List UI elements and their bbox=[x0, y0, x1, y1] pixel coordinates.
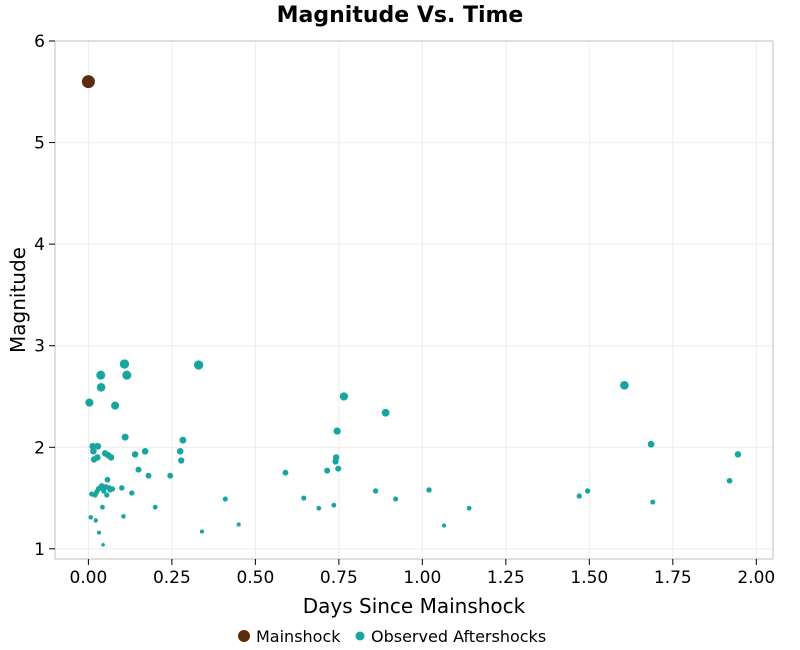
aftershock-point bbox=[426, 487, 432, 493]
aftershock-point bbox=[282, 469, 289, 476]
y-tick-label: 3 bbox=[34, 337, 45, 357]
aftershock-point bbox=[576, 493, 582, 499]
aftershock-point bbox=[199, 529, 204, 534]
aftershock-point bbox=[101, 488, 107, 494]
y-tick-label: 1 bbox=[34, 540, 45, 560]
data-points bbox=[81, 75, 742, 547]
aftershock-point bbox=[119, 359, 130, 369]
aftershock-point bbox=[647, 440, 655, 448]
aftershock-point bbox=[236, 522, 241, 527]
aftershock-point bbox=[339, 392, 349, 401]
aftershock-point bbox=[393, 496, 399, 502]
aftershock-point bbox=[129, 490, 135, 496]
legend: Mainshock Observed Aftershocks bbox=[238, 627, 546, 646]
aftershock-point bbox=[121, 433, 129, 441]
aftershock-point bbox=[145, 472, 152, 479]
y-tick-label: 6 bbox=[34, 32, 45, 52]
aftershock-point bbox=[141, 448, 149, 455]
aftershock-point bbox=[101, 542, 105, 547]
x-tick-label: 0.00 bbox=[69, 568, 107, 588]
aftershock-point bbox=[726, 477, 733, 484]
aftershock-point bbox=[734, 451, 742, 458]
y-axis: 1 2 3 4 5 6 bbox=[34, 32, 55, 560]
aftershock-point bbox=[121, 514, 126, 519]
x-tick-label: 1.75 bbox=[654, 568, 692, 588]
aftershock-point bbox=[331, 502, 337, 508]
x-tick-label: 0.25 bbox=[153, 568, 191, 588]
aftershock-point bbox=[333, 427, 341, 435]
aftershock-point bbox=[94, 442, 102, 450]
aftershock-point bbox=[620, 380, 629, 390]
aftershock-point bbox=[93, 518, 98, 523]
x-tick-label: 2.00 bbox=[737, 568, 775, 588]
x-tick-label: 1.00 bbox=[403, 568, 441, 588]
x-tick-label: 0.50 bbox=[236, 568, 274, 588]
y-axis-label: Magnitude bbox=[6, 247, 30, 353]
aftershock-point bbox=[466, 505, 472, 511]
x-axis-label: Days Since Mainshock bbox=[303, 594, 526, 618]
aftershock-point bbox=[96, 370, 106, 380]
grid-lines bbox=[55, 40, 773, 559]
legend-marker-aftershocks bbox=[355, 631, 365, 641]
x-axis: 0.00 0.25 0.50 0.75 1.00 1.25 1.50 1.75 2.00 bbox=[69, 559, 775, 588]
y-tick-label: 2 bbox=[34, 438, 45, 458]
aftershock-point bbox=[131, 451, 139, 458]
aftershock-point bbox=[89, 442, 97, 450]
legend-label-mainshock: Mainshock bbox=[256, 627, 341, 646]
aftershock-point bbox=[335, 465, 342, 472]
plot-area bbox=[55, 41, 773, 559]
x-tick-label: 0.75 bbox=[320, 568, 358, 588]
aftershock-point bbox=[179, 436, 187, 444]
aftershock-point bbox=[119, 485, 125, 491]
aftershock-point bbox=[222, 496, 228, 502]
aftershock-point bbox=[167, 472, 174, 479]
aftershock-point bbox=[324, 467, 331, 474]
mainshock-point bbox=[81, 75, 95, 89]
y-tick-label: 5 bbox=[34, 134, 45, 154]
aftershock-point bbox=[100, 504, 105, 510]
aftershock-point bbox=[109, 486, 116, 492]
aftershock-point bbox=[441, 523, 447, 528]
aftershock-point bbox=[316, 505, 322, 511]
legend-label-aftershocks: Observed Aftershocks bbox=[371, 627, 546, 646]
aftershock-point bbox=[372, 488, 379, 494]
plot-frame bbox=[54, 40, 774, 560]
aftershock-point bbox=[135, 466, 142, 473]
aftershock-point bbox=[94, 454, 101, 461]
aftershock-point bbox=[96, 383, 106, 392]
aftershock-point bbox=[178, 457, 185, 464]
aftershock-point bbox=[104, 492, 110, 498]
y-tick-label: 4 bbox=[34, 235, 45, 255]
aftershock-point bbox=[97, 530, 102, 535]
aftershock-point bbox=[152, 504, 158, 510]
aftershock-point bbox=[301, 495, 307, 501]
aftershock-point bbox=[650, 499, 656, 505]
aftershock-point bbox=[584, 488, 591, 494]
chart-title: Magnitude Vs. Time bbox=[277, 3, 524, 28]
aftershock-point bbox=[85, 398, 94, 407]
aftershock-point bbox=[332, 454, 340, 461]
x-tick-label: 1.50 bbox=[570, 568, 608, 588]
aftershock-point bbox=[193, 360, 204, 370]
aftershock-point bbox=[88, 515, 93, 520]
aftershock-point bbox=[122, 370, 132, 380]
aftershock-point bbox=[90, 448, 97, 455]
aftershock-point bbox=[381, 408, 390, 417]
legend-marker-mainshock bbox=[238, 630, 250, 642]
aftershock-point bbox=[111, 401, 120, 410]
aftershock-point bbox=[107, 454, 115, 461]
aftershock-point bbox=[176, 448, 184, 455]
x-tick-label: 1.25 bbox=[487, 568, 525, 588]
aftershock-point bbox=[104, 476, 111, 483]
